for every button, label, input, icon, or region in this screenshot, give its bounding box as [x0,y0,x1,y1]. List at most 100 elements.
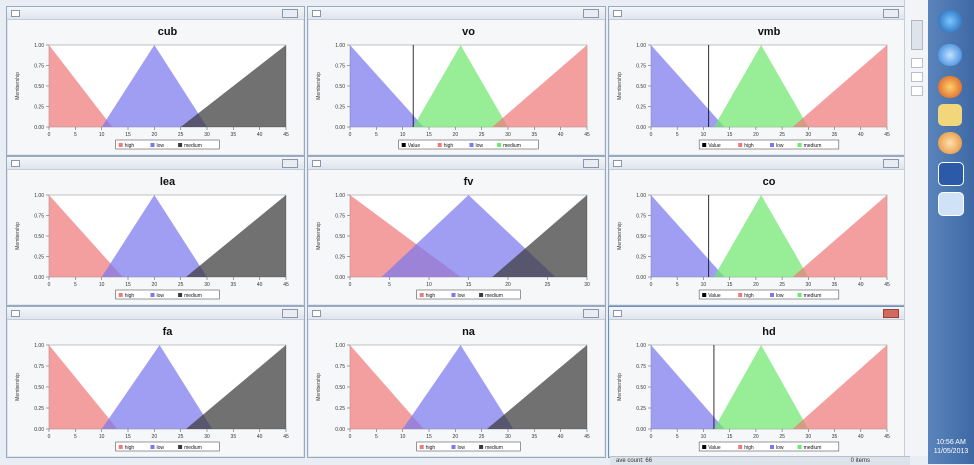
x-tick-label: 10 [99,434,105,440]
scroll-mini-box[interactable] [911,58,923,68]
x-tick-label: 30 [806,434,812,440]
window-titlebar[interactable] [7,157,304,170]
scrollbar-thumb[interactable] [911,20,923,50]
window-app-icon [11,10,20,17]
window-maximize-button[interactable] [282,159,298,168]
x-tick-label: 0 [650,282,653,288]
x-tick-label: 0 [650,434,653,440]
window-maximize-button[interactable] [583,159,599,168]
scroll-mini-box[interactable] [911,72,923,82]
chart-legend [416,441,521,452]
window-app-icon [312,10,321,17]
legend-label-high: high [125,445,135,451]
folder-icon[interactable] [938,104,962,126]
x-tick-label: 40 [558,434,564,440]
window-titlebar[interactable] [609,7,905,20]
window-titlebar[interactable] [609,157,905,170]
chart-window-fv: fv0.000.250.500.751.00051015202530xMembe… [307,156,606,306]
word-icon[interactable] [938,162,964,186]
box-icon[interactable] [938,192,964,216]
window-titlebar[interactable] [7,307,304,320]
x-tick-label: 10 [99,282,105,288]
windows-start-icon[interactable] [938,10,962,32]
y-tick-label: 0.75 [636,214,646,220]
legend-label-low: low [157,143,165,149]
x-tick-label: 0 [349,434,352,440]
chart-legend [115,441,220,452]
legend-swatch-high [738,293,743,297]
legend-swatch-high [738,143,743,147]
x-tick-label: 25 [545,282,551,288]
series-area-low [651,195,725,277]
firefox-icon[interactable] [938,76,962,98]
legend-swatch-medium [178,143,183,147]
x-tick-label: 40 [858,434,864,440]
window-maximize-button[interactable] [282,9,298,18]
y-tick-label: 0.75 [34,364,44,370]
window-titlebar[interactable] [308,307,605,320]
scroll-mini-box[interactable] [911,86,923,96]
chart-window-vo: vo 0.00 0.25 0.50 0.75 1.00 0 5 10 15 20 25 30 35 40 45… [307,6,606,156]
legend-label-high: high [426,445,436,451]
x-tick-label: 0 [48,434,51,440]
legend-swatch-medium [497,143,502,147]
window-titlebar[interactable] [7,7,304,20]
legend-label-medium: medium [485,445,503,451]
x-tick-label: 5 [676,132,679,138]
y-tick-label: 0.25 [34,105,44,111]
chart-title: vmb [758,26,781,38]
legend-label-medium: medium [804,143,822,149]
window-maximize-button[interactable] [282,309,298,318]
taskbar: 10:56 AM 11/05/2013 [928,0,974,464]
window-close-button[interactable] [883,309,899,318]
y-tick-label: 0.00 [34,427,44,433]
x-tick-label: 35 [231,282,237,288]
window-maximize-button[interactable] [883,9,899,18]
window-titlebar[interactable] [609,307,905,320]
chart-legend [698,441,840,452]
window-titlebar[interactable] [308,7,605,20]
chart-plot-fa: fa 0.00 0.25 0.50 0.75 1.00 0 5 10 15 20 25 30 35 40 45… [15,326,289,452]
legend-swatch-medium [178,293,183,297]
x-tick-label: 40 [858,282,864,288]
y-tick-label: 1.00 [636,343,646,349]
y-tick-label: 0.75 [636,364,646,370]
chart-legend [115,289,220,300]
window-maximize-button[interactable] [583,9,599,18]
x-tick-label: 5 [676,434,679,440]
x-tick-label: 5 [74,434,77,440]
x-tick-label: 15 [727,132,733,138]
x-tick-label: 35 [832,132,838,138]
x-tick-label: 10 [400,434,406,440]
x-tick-label: 5 [676,282,679,288]
vertical-scrollbar[interactable] [904,0,929,456]
chart-title: fa [163,326,174,338]
window-titlebar[interactable] [308,157,605,170]
x-tick-label: 40 [558,132,564,138]
outlook-icon[interactable] [938,132,962,154]
chart-title: lea [160,176,176,188]
clock-date: 11/05/2013 [933,448,969,455]
y-tick-label: 0.00 [335,125,345,131]
legend-label-medium: medium [184,293,202,299]
legend-swatch-low [451,293,456,297]
x-tick-label: 30 [806,132,812,138]
clock-time: 10:56 AM [936,439,966,446]
y-tick-label: 0.50 [335,385,345,391]
legend-label-low: low [157,445,165,451]
y-tick-label: 0.50 [34,385,44,391]
ie-icon[interactable] [938,44,962,66]
series-area-low [651,45,725,127]
window-maximize-button[interactable] [583,309,599,318]
y-tick-label: 0.50 [335,84,345,90]
x-tick-label: 45 [884,132,890,138]
window-maximize-button[interactable] [883,159,899,168]
series-area-medium [185,195,286,277]
y-axis-label: Membership [617,373,623,401]
x-tick-label: 15 [466,282,472,288]
taskbar-clock[interactable]: 10:56 AM 11/05/2013 [928,438,974,456]
x-tick-label: 30 [505,132,511,138]
x-tick-label: 0 [650,132,653,138]
x-tick-label: 45 [584,132,590,138]
chart-plot-vmb: vmb 0.00 0.25 0.50 0.75 1.00 0 5 10 15 20 25 30 35 40 4… [617,26,890,150]
